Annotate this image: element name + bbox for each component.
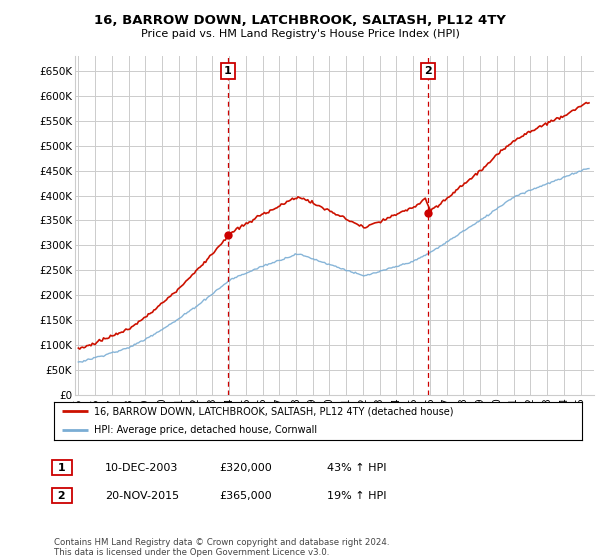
Text: Contains HM Land Registry data © Crown copyright and database right 2024.
This d: Contains HM Land Registry data © Crown c… [54, 538, 389, 557]
Text: HPI: Average price, detached house, Cornwall: HPI: Average price, detached house, Corn… [94, 425, 317, 435]
Text: 2: 2 [424, 66, 432, 76]
Text: 20-NOV-2015: 20-NOV-2015 [105, 491, 179, 501]
Text: 19% ↑ HPI: 19% ↑ HPI [327, 491, 386, 501]
Text: 10-DEC-2003: 10-DEC-2003 [105, 463, 178, 473]
Text: 2: 2 [54, 491, 70, 501]
Text: 16, BARROW DOWN, LATCHBROOK, SALTASH, PL12 4TY (detached house): 16, BARROW DOWN, LATCHBROOK, SALTASH, PL… [94, 406, 453, 416]
Text: 16, BARROW DOWN, LATCHBROOK, SALTASH, PL12 4TY: 16, BARROW DOWN, LATCHBROOK, SALTASH, PL… [94, 14, 506, 27]
Text: £320,000: £320,000 [219, 463, 272, 473]
Text: 1: 1 [224, 66, 232, 76]
Text: 1: 1 [54, 463, 70, 473]
Text: Price paid vs. HM Land Registry's House Price Index (HPI): Price paid vs. HM Land Registry's House … [140, 29, 460, 39]
Text: 43% ↑ HPI: 43% ↑ HPI [327, 463, 386, 473]
Text: £365,000: £365,000 [219, 491, 272, 501]
